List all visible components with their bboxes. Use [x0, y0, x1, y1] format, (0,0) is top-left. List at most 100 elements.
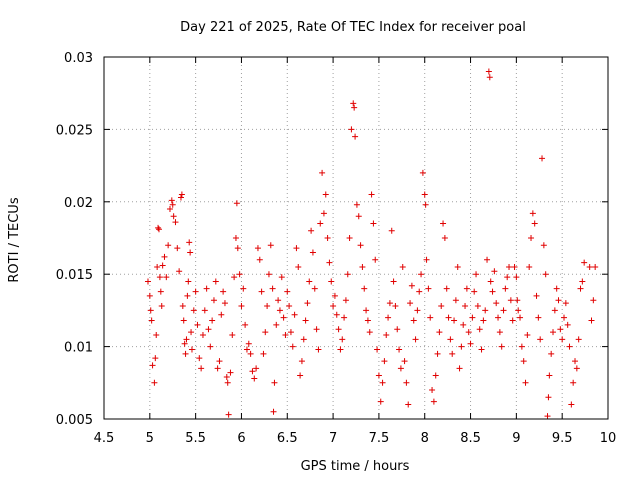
y-axis-label: ROTI / TECUs: [7, 197, 22, 282]
axis-ticks: [103, 56, 609, 420]
data-point: [581, 259, 588, 266]
data-point: [287, 329, 294, 336]
data-point: [355, 213, 362, 220]
data-point: [176, 268, 183, 275]
y-tick-label: 0.005: [56, 413, 93, 428]
data-point: [182, 350, 189, 357]
data-point: [390, 278, 397, 285]
data-point: [218, 311, 225, 318]
data-point: [414, 307, 421, 314]
data-point: [214, 365, 221, 372]
data-point: [471, 288, 478, 295]
data-point: [185, 278, 192, 285]
data-point: [484, 256, 491, 263]
data-point: [562, 300, 569, 307]
data-point: [353, 201, 360, 208]
y-tick-label: 0.02: [64, 196, 93, 211]
data-point: [452, 297, 459, 304]
data-point: [170, 213, 177, 220]
data-point: [315, 346, 322, 353]
data-point: [251, 375, 258, 382]
x-tick-label: 5.5: [185, 431, 206, 446]
data-point: [385, 314, 392, 321]
data-point: [425, 285, 432, 292]
data-point: [421, 191, 428, 198]
data-point: [507, 297, 514, 304]
data-point: [506, 263, 513, 270]
data-point: [320, 210, 327, 217]
data-point: [154, 263, 161, 270]
data-point: [264, 303, 271, 310]
data-point: [364, 317, 371, 324]
data-point: [394, 326, 401, 333]
data-point: [544, 413, 551, 420]
data-point: [291, 311, 298, 318]
data-point: [254, 245, 261, 252]
data-point: [322, 191, 329, 198]
data-point: [232, 235, 239, 241]
data-point: [201, 307, 208, 314]
x-tick-label: 9: [512, 431, 520, 446]
data-point: [207, 343, 214, 350]
data-point: [242, 321, 249, 328]
data-point: [401, 358, 408, 365]
data-point: [419, 169, 426, 176]
data-point: [203, 285, 210, 292]
data-point: [300, 336, 307, 343]
data-point: [183, 336, 190, 343]
data-point: [422, 201, 429, 208]
y-tick-label: 0.01: [64, 341, 93, 356]
y-tick-label: 0.03: [64, 51, 93, 66]
data-point: [416, 288, 423, 295]
data-point: [351, 104, 358, 111]
data-point: [333, 311, 340, 318]
data-point: [267, 242, 274, 249]
data-point: [474, 303, 481, 310]
data-point: [231, 274, 238, 281]
data-point: [319, 169, 326, 176]
data-point: [186, 239, 193, 246]
data-point: [545, 394, 552, 401]
data-point: [247, 350, 254, 357]
data-point: [592, 263, 599, 270]
data-point: [399, 263, 406, 270]
data-point: [566, 343, 573, 350]
data-point: [234, 245, 241, 252]
data-point: [363, 307, 370, 314]
data-point: [440, 220, 447, 227]
data-point: [359, 263, 366, 270]
data-point: [372, 256, 379, 263]
data-point: [586, 263, 593, 270]
x-tick-label: 7.5: [369, 431, 390, 446]
data-point: [454, 263, 461, 270]
data-point: [192, 288, 199, 295]
data-point: [463, 285, 470, 292]
data-point: [229, 332, 236, 339]
data-point: [410, 317, 417, 324]
data-point: [265, 271, 272, 278]
data-point: [579, 278, 586, 285]
data-point: [309, 249, 316, 256]
data-point: [515, 307, 522, 314]
data-point: [396, 346, 403, 353]
data-point: [289, 343, 296, 350]
data-point: [486, 74, 493, 81]
data-point: [144, 278, 151, 285]
x-tick-label: 5: [146, 431, 154, 446]
data-point: [308, 227, 315, 234]
data-point: [304, 300, 311, 307]
data-point: [271, 379, 278, 386]
data-point: [418, 271, 425, 278]
x-tick-label: 10: [600, 431, 617, 446]
data-point: [412, 336, 419, 343]
data-point: [542, 271, 549, 278]
data-point: [526, 263, 533, 270]
data-point: [313, 326, 320, 333]
data-point: [148, 317, 155, 324]
data-point: [317, 220, 324, 227]
data-point: [223, 374, 230, 381]
data-point: [286, 303, 293, 310]
data-point: [194, 321, 201, 328]
data-point: [575, 336, 582, 343]
